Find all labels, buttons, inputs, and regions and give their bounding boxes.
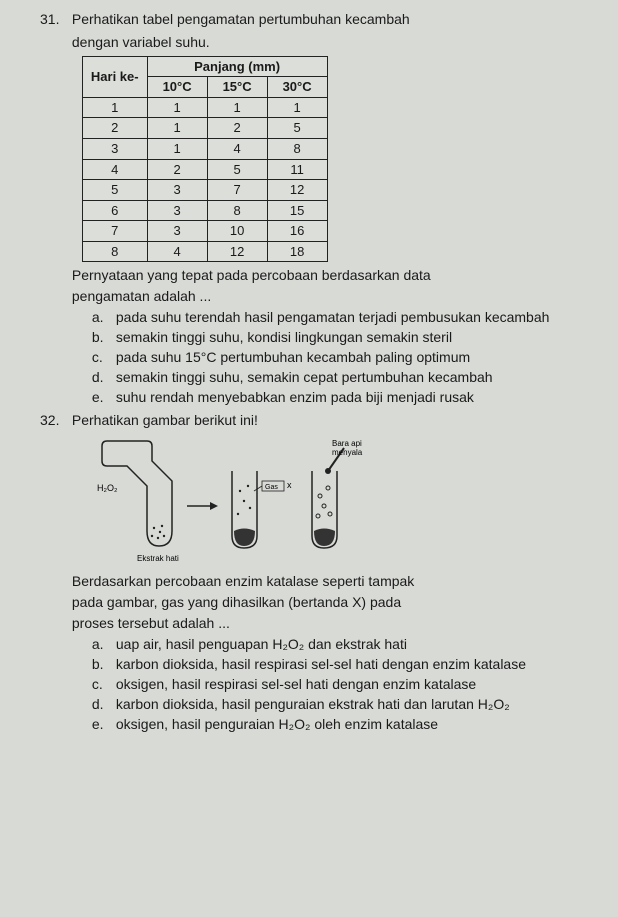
option-b: b.karbon dioksida, hasil respirasi sel-s… [92, 655, 592, 674]
option-letter: d. [92, 368, 116, 387]
option-text: oksigen, hasil respirasi sel-sel hati de… [116, 675, 592, 694]
option-text: uap air, hasil penguapan H₂O₂ dan ekstra… [116, 635, 592, 654]
option-letter: a. [92, 635, 116, 654]
option-a: a.pada suhu terendah hasil pengamatan te… [92, 308, 592, 327]
option-e: e.suhu rendah menyebabkan enzim pada bij… [92, 388, 592, 407]
option-c: c.oksigen, hasil respirasi sel-sel hati … [92, 675, 592, 694]
col-10c: 10°C [147, 77, 207, 98]
option-a: a.uap air, hasil penguapan H₂O₂ dan ekst… [92, 635, 592, 654]
option-letter: c. [92, 348, 116, 367]
table-row: 731016 [82, 221, 327, 242]
options-list: a.pada suhu terendah hasil pengamatan te… [72, 308, 592, 406]
header-span: Panjang (mm) [147, 56, 327, 77]
label-gas: Gas [265, 484, 278, 491]
question-number: 31. [40, 10, 68, 29]
label-ekstrak-hati: Ekstrak hati [137, 554, 179, 563]
stem-line-1: Berdasarkan percobaan enzim katalase sep… [72, 572, 592, 591]
table-row: 2125 [82, 118, 327, 139]
intro-line-2: dengan variabel suhu. [72, 33, 592, 52]
stem-line-1: Pernyataan yang tepat pada percobaan ber… [72, 266, 592, 285]
table-row: 53712 [82, 180, 327, 201]
question-number: 32. [40, 411, 68, 430]
option-letter: b. [92, 655, 116, 674]
options-list: a.uap air, hasil penguapan H₂O₂ dan ekst… [72, 635, 592, 733]
label-x: x [287, 480, 292, 490]
option-c: c.pada suhu 15°C pertumbuhan kecambah pa… [92, 348, 592, 367]
option-letter: a. [92, 308, 116, 327]
option-text: karbon dioksida, hasil penguraian ekstra… [116, 695, 592, 714]
data-table: Hari ke- Panjang (mm) 10°C 15°C 30°C 111… [82, 56, 328, 262]
option-text: oksigen, hasil penguraian H₂O₂ oleh enzi… [116, 715, 592, 734]
question-body: Perhatikan gambar berikut ini! H₂O₂ Ekst… [72, 411, 592, 734]
option-letter: c. [92, 675, 116, 694]
table-row: 63815 [82, 200, 327, 221]
option-letter: e. [92, 715, 116, 734]
option-letter: d. [92, 695, 116, 714]
label-bara-api: Bara api [332, 439, 362, 448]
header-day: Hari ke- [82, 56, 147, 97]
option-letter: e. [92, 388, 116, 407]
intro-line-1: Perhatikan tabel pengamatan pertumbuhan … [72, 10, 592, 29]
option-text: karbon dioksida, hasil respirasi sel-sel… [116, 655, 592, 674]
option-text: semakin tinggi suhu, semakin cepat pertu… [116, 368, 592, 387]
question-31: 31. Perhatikan tabel pengamatan pertumbu… [40, 10, 600, 407]
stem-line-2: pada gambar, gas yang dihasilkan (bertan… [72, 593, 592, 612]
table-row: 42511 [82, 159, 327, 180]
col-15c: 15°C [207, 77, 267, 98]
option-b: b.semakin tinggi suhu, kondisi lingkunga… [92, 328, 592, 347]
diagram-svg: H₂O₂ Ekstrak hati Gas x [92, 436, 392, 566]
table-row: 3148 [82, 138, 327, 159]
option-text: semakin tinggi suhu, kondisi lingkungan … [116, 328, 592, 347]
option-letter: b. [92, 328, 116, 347]
stem-line-2: pengamatan adalah ... [72, 287, 592, 306]
table-row: 841218 [82, 241, 327, 262]
table-row: 1111 [82, 97, 327, 118]
option-text: suhu rendah menyebabkan enzim pada biji … [116, 388, 592, 407]
intro: Perhatikan gambar berikut ini! [72, 411, 592, 430]
option-text: pada suhu terendah hasil pengamatan terj… [116, 308, 592, 327]
option-text: pada suhu 15°C pertumbuhan kecambah pali… [116, 348, 592, 367]
label-menyala: menyala [332, 448, 363, 457]
option-d: d.semakin tinggi suhu, semakin cepat per… [92, 368, 592, 387]
question-body: Perhatikan tabel pengamatan pertumbuhan … [72, 10, 592, 407]
question-32: 32. Perhatikan gambar berikut ini! H₂O₂ … [40, 411, 600, 734]
option-e: e.oksigen, hasil penguraian H₂O₂ oleh en… [92, 715, 592, 734]
option-d: d.karbon dioksida, hasil penguraian ekst… [92, 695, 592, 714]
col-30c: 30°C [267, 77, 327, 98]
table-header-row-1: Hari ke- Panjang (mm) [82, 56, 327, 77]
stem-line-3: proses tersebut adalah ... [72, 614, 592, 633]
experiment-diagram: H₂O₂ Ekstrak hati Gas x [92, 436, 392, 566]
label-h2o2: H₂O₂ [97, 483, 118, 493]
